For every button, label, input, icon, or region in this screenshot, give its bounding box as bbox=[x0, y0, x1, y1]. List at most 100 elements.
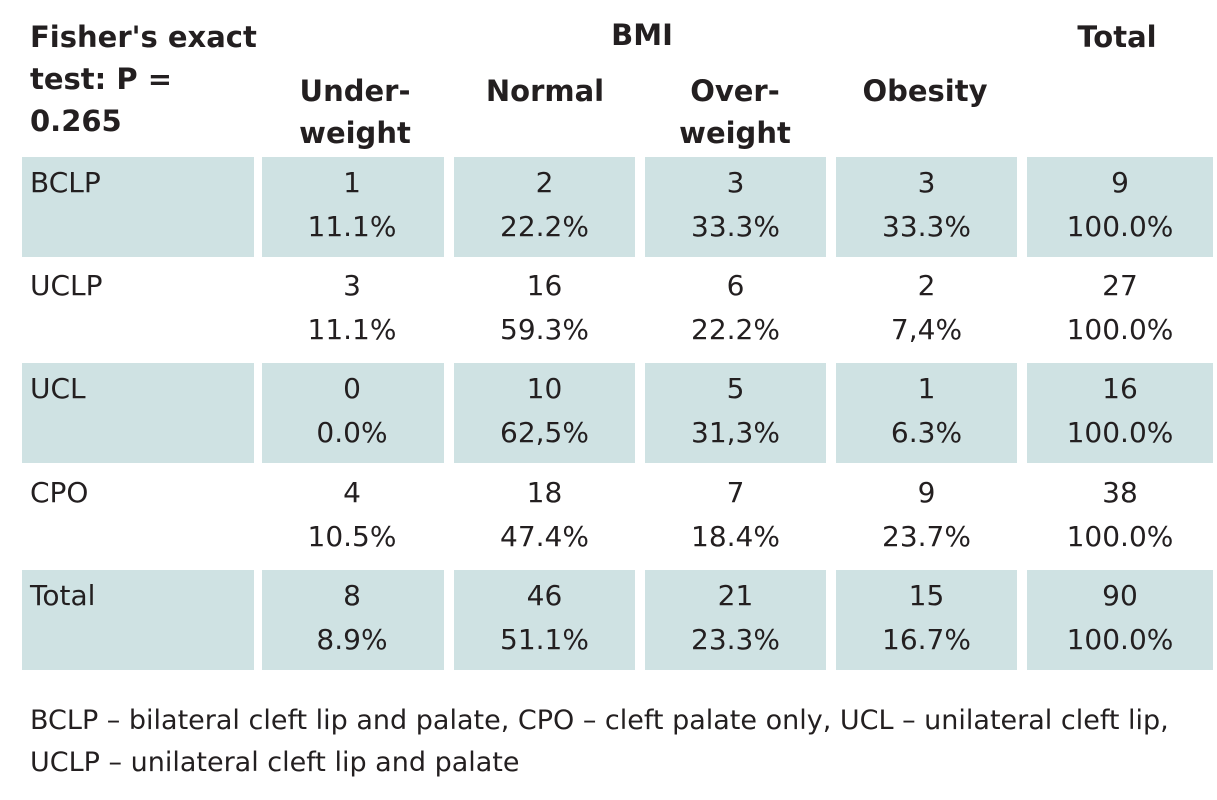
table-cell: 3 33.3% bbox=[836, 157, 1017, 257]
table-cell: 7 18.4% bbox=[645, 467, 826, 567]
cell-percent: 100.0% bbox=[1066, 520, 1174, 553]
cell-count: 90 bbox=[1102, 579, 1138, 612]
table-cell: 21 23.3% bbox=[645, 570, 826, 670]
table-cell: 5 31,3% bbox=[645, 363, 826, 463]
table-cell: 90 100.0% bbox=[1027, 570, 1213, 670]
row-shading bbox=[645, 570, 826, 670]
table-cell: 46 51.1% bbox=[454, 570, 635, 670]
table-row: UCL 0 0.0% 10 62,5% 5 31,3% 1 6.3% 16 100.0% bbox=[0, 363, 1217, 463]
row-shading bbox=[1027, 363, 1213, 463]
cell-percent: 62,5% bbox=[500, 416, 589, 449]
cell-percent: 51.1% bbox=[500, 623, 589, 656]
cell-count: 7 bbox=[726, 476, 745, 509]
cell-percent: 22.2% bbox=[500, 210, 589, 243]
cell-percent: 59.3% bbox=[500, 313, 589, 346]
row-shading bbox=[454, 157, 635, 257]
cell-percent: 11.1% bbox=[307, 210, 397, 243]
row-shading bbox=[454, 570, 635, 670]
table-cell: 6 22.2% bbox=[645, 260, 826, 360]
row-shading bbox=[22, 570, 254, 670]
row-shading bbox=[22, 157, 254, 257]
cell-count: 8 bbox=[343, 579, 361, 612]
table-cell: 3 11.1% bbox=[262, 260, 442, 360]
row-shading bbox=[454, 363, 635, 463]
cell-count: 9 bbox=[1111, 166, 1129, 199]
table-cell: 8 8.9% bbox=[262, 570, 442, 670]
cell-count: 1 bbox=[917, 372, 936, 405]
cell-percent: 18.4% bbox=[691, 520, 780, 553]
row-shading bbox=[262, 570, 444, 670]
table-row: UCLP 3 11.1% 16 59.3% 6 22.2% 2 7,4% 27 100.0% bbox=[0, 260, 1217, 360]
cell-percent: 31,3% bbox=[691, 416, 780, 449]
cell-count: 3 bbox=[726, 166, 745, 199]
table-cell: 10 62,5% bbox=[454, 363, 635, 463]
table-cell: 4 10.5% bbox=[262, 467, 442, 567]
col-header-underweight: Under- weight bbox=[299, 74, 411, 150]
table-cell: 2 7,4% bbox=[836, 260, 1017, 360]
cell-percent: 23.3% bbox=[691, 623, 780, 656]
cell-count: 0 bbox=[343, 372, 361, 405]
cell-count: 16 bbox=[1102, 372, 1138, 405]
cell-count: 3 bbox=[917, 166, 936, 199]
row-shading bbox=[836, 363, 1017, 463]
footnote: BCLP – bilateral cleft lip and palate, C… bbox=[30, 705, 1169, 778]
table-row: BCLP 1 11.1% 2 22.2% 3 33.3% 3 33.3% 9 100.0% bbox=[0, 157, 1217, 257]
table-cell: 1 11.1% bbox=[262, 157, 442, 257]
row-shading bbox=[1027, 157, 1213, 257]
cell-count: 5 bbox=[726, 372, 745, 405]
test-label: Fisher's exact test: P = 0.265 bbox=[30, 20, 257, 138]
table-cell: 38 100.0% bbox=[1027, 467, 1213, 567]
cell-percent: 10.5% bbox=[307, 520, 397, 553]
table-cell: 0 0.0% bbox=[262, 363, 442, 463]
cell-percent: 33.3% bbox=[882, 210, 971, 243]
table-row: Total 8 8.9% 46 51.1% 21 23.3% 15 16.7% 90 100.0% bbox=[0, 570, 1217, 670]
cell-percent: 11.1% bbox=[307, 313, 397, 346]
cell-percent: 7,4% bbox=[890, 313, 963, 346]
row-shading bbox=[262, 157, 444, 257]
row-shading bbox=[22, 363, 254, 463]
cell-count: 6 bbox=[726, 269, 745, 302]
cell-count: 16 bbox=[526, 269, 563, 302]
cell-count: 27 bbox=[1102, 269, 1138, 302]
cell-count: 21 bbox=[717, 579, 754, 612]
cell-count: 4 bbox=[343, 476, 361, 509]
cell-percent: 16.7% bbox=[882, 623, 971, 656]
row-label: Total bbox=[30, 579, 96, 612]
row-label: UCLP bbox=[30, 269, 103, 302]
cell-percent: 0.0% bbox=[316, 416, 388, 449]
cell-percent: 33.3% bbox=[691, 210, 780, 243]
cell-percent: 8.9% bbox=[316, 623, 388, 656]
cell-percent: 47.4% bbox=[500, 520, 589, 553]
row-shading bbox=[836, 570, 1017, 670]
table-cell: 9 23.7% bbox=[836, 467, 1017, 567]
table-cell: 3 33.3% bbox=[645, 157, 826, 257]
table-cell: 1 6.3% bbox=[836, 363, 1017, 463]
row-shading bbox=[1027, 570, 1213, 670]
bmi-label: BMI bbox=[611, 18, 673, 52]
table-cell: 2 22.2% bbox=[454, 157, 635, 257]
cell-count: 9 bbox=[917, 476, 936, 509]
cell-count: 46 bbox=[526, 579, 563, 612]
table-cell: 27 100.0% bbox=[1027, 260, 1213, 360]
col-header-obesity: Obesity bbox=[862, 74, 988, 108]
cell-count: 38 bbox=[1102, 476, 1138, 509]
col-header-overweight: Over- weight bbox=[679, 74, 791, 150]
cell-count: 1 bbox=[343, 166, 361, 199]
cell-percent: 100.0% bbox=[1066, 416, 1174, 449]
table-cell: 15 16.7% bbox=[836, 570, 1017, 670]
table-cell: 16 100.0% bbox=[1027, 363, 1213, 463]
table-cell: 18 47.4% bbox=[454, 467, 635, 567]
cell-count: 2 bbox=[535, 166, 554, 199]
col-header-normal: Normal bbox=[485, 74, 605, 108]
table-row: CPO 4 10.5% 18 47.4% 7 18.4% 9 23.7% 38 100.0% bbox=[0, 467, 1217, 567]
row-shading bbox=[645, 363, 826, 463]
cell-count: 15 bbox=[908, 579, 945, 612]
cell-count: 3 bbox=[343, 269, 361, 302]
cell-percent: 6.3% bbox=[890, 416, 963, 449]
row-label: CPO bbox=[30, 476, 89, 509]
table-cell: 16 59.3% bbox=[454, 260, 635, 360]
total-label: Total bbox=[1077, 20, 1157, 54]
row-shading bbox=[836, 157, 1017, 257]
cell-count: 2 bbox=[917, 269, 936, 302]
cell-percent: 100.0% bbox=[1066, 623, 1174, 656]
